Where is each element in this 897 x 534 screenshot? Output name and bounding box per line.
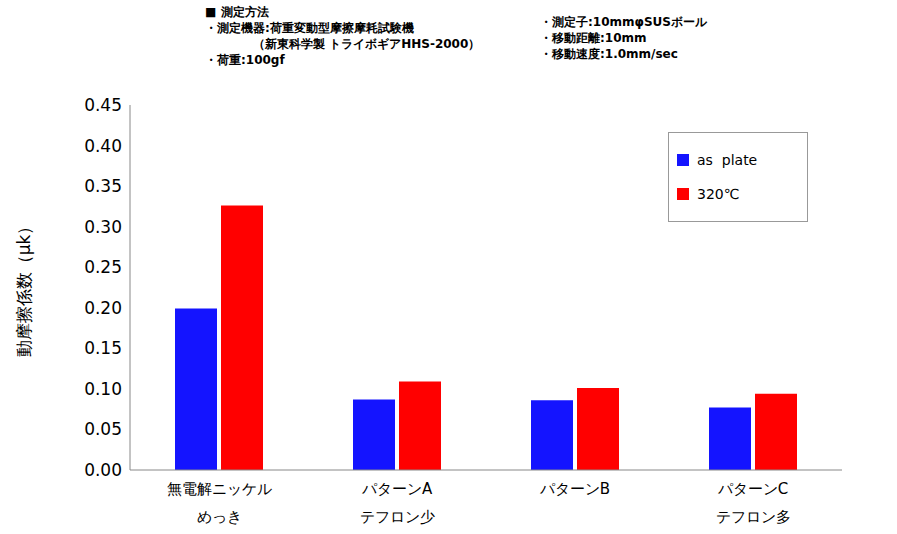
html-text:320℃: 320℃ — [697, 186, 740, 202]
svg-text:0.25: 0.25 — [84, 257, 122, 277]
html-text:（新東科学製 トライボギアHHS-2000）: （新東科学製 トライボギアHHS-2000） — [253, 37, 481, 51]
html-text:・測定機器:荷重変動型摩擦摩耗試験機: ・測定機器:荷重変動型摩擦摩耗試験機 — [205, 21, 414, 35]
html-text:■ 測定方法: ■ 測定方法 — [205, 5, 269, 19]
svg-text:動摩擦係数（μk）: 動摩擦係数（μk） — [14, 218, 34, 358]
svg-text:パターンB: パターンB — [539, 480, 610, 498]
svg-text:0.30: 0.30 — [84, 217, 122, 237]
svg-text:パターンA: パターンA — [361, 480, 433, 498]
html-text:・荷重:100gf: ・荷重:100gf — [205, 53, 285, 67]
svg-text:テフロン少: テフロン少 — [360, 508, 435, 526]
html-text:・測定子:10mmφSUSボール: ・測定子:10mmφSUSボール — [540, 15, 707, 29]
svg-text:パターンC: パターンC — [717, 480, 788, 498]
svg-text:テフロン多: テフロン多 — [716, 508, 791, 526]
svg-text:めっき: めっき — [197, 508, 242, 526]
html-text:・移動速度:1.0mm/sec: ・移動速度:1.0mm/sec — [540, 47, 678, 61]
html-text:・移動距離:10mm: ・移動距離:10mm — [540, 31, 647, 45]
svg-text:0.00: 0.00 — [84, 460, 122, 480]
svg-text:0.35: 0.35 — [84, 176, 122, 196]
svg-text:0.20: 0.20 — [84, 298, 122, 318]
svg-text:0.05: 0.05 — [84, 419, 122, 439]
svg-text:無電解ニッケル: 無電解ニッケル — [167, 480, 272, 498]
svg-text:0.10: 0.10 — [84, 379, 122, 399]
svg-text:0.15: 0.15 — [84, 338, 122, 358]
svg-text:0.45: 0.45 — [84, 95, 122, 115]
html-text:as plate: as plate — [697, 152, 758, 168]
svg-text:0.40: 0.40 — [84, 136, 122, 156]
